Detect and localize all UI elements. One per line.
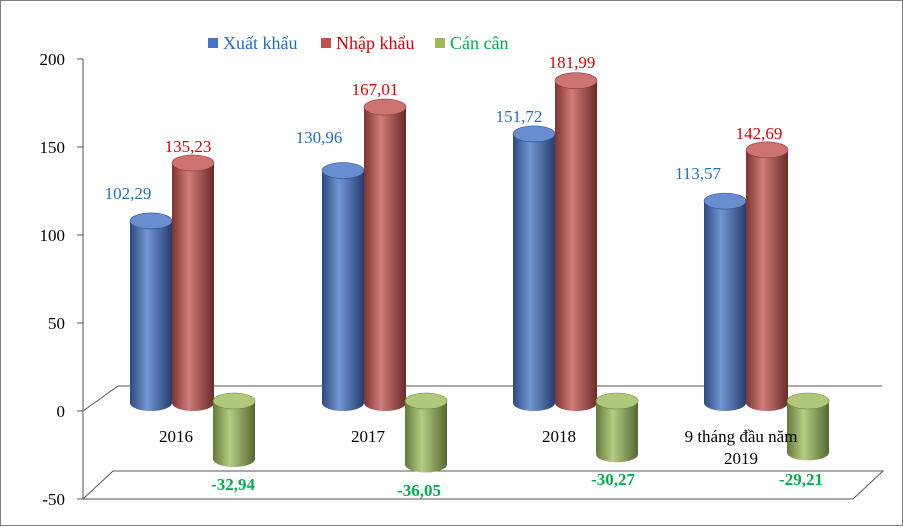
data-label-export: 102,29	[105, 184, 152, 203]
data-label-export: 113,57	[675, 164, 722, 183]
x-category-label: 9 tháng đầu năm 2019	[685, 427, 798, 468]
y-tick-label: 150	[40, 138, 66, 157]
x-category-label: 2017	[351, 427, 386, 446]
floor-plane	[81, 470, 885, 500]
bar-balance-3	[786, 392, 830, 461]
bar-export-2	[512, 125, 556, 412]
zero-plane-edge	[82, 385, 119, 412]
legend-label: Cán cân	[450, 33, 508, 53]
legend-swatch	[321, 38, 331, 48]
bar-export-0	[129, 212, 173, 411]
data-label-import: 167,01	[352, 80, 399, 99]
bar-export-3	[703, 192, 747, 411]
bar-import-3	[745, 141, 789, 411]
y-tick-label: 0	[57, 402, 66, 421]
data-label-balance: -29,21	[779, 470, 823, 489]
y-tick-label: -50	[42, 490, 65, 509]
data-label-export: 151,72	[496, 107, 543, 126]
data-label-import: 181,99	[549, 53, 596, 72]
data-label-import: 135,23	[165, 137, 212, 156]
legend-swatch	[208, 38, 218, 48]
bar-balance-0	[212, 392, 256, 467]
data-label-balance: -30,27	[591, 470, 635, 489]
bar-import-1	[363, 98, 407, 411]
x-category-label: 2016	[159, 427, 193, 446]
y-tick-label: 200	[40, 50, 66, 69]
y-tick-label: 50	[48, 314, 65, 333]
bar-import-0	[171, 154, 215, 411]
bar-export-1	[321, 162, 365, 411]
data-label-balance: -36,05	[397, 481, 441, 500]
legend: Xuất khẩu Nhập khẩu Cán cân	[208, 33, 508, 53]
legend-swatch	[435, 38, 445, 48]
bar-balance-1	[404, 392, 448, 473]
data-label-import: 142,69	[736, 124, 783, 143]
y-tick-label: 100	[40, 226, 66, 245]
x-category-label: 2018	[542, 427, 576, 446]
bar-import-2	[554, 72, 598, 411]
bar-balance-2	[595, 392, 639, 463]
legend-label: Xuất khẩu	[223, 33, 297, 53]
legend-label: Nhập khẩu	[336, 33, 414, 53]
data-label-balance: -32,94	[211, 475, 255, 494]
data-label-export: 130,96	[296, 128, 343, 147]
